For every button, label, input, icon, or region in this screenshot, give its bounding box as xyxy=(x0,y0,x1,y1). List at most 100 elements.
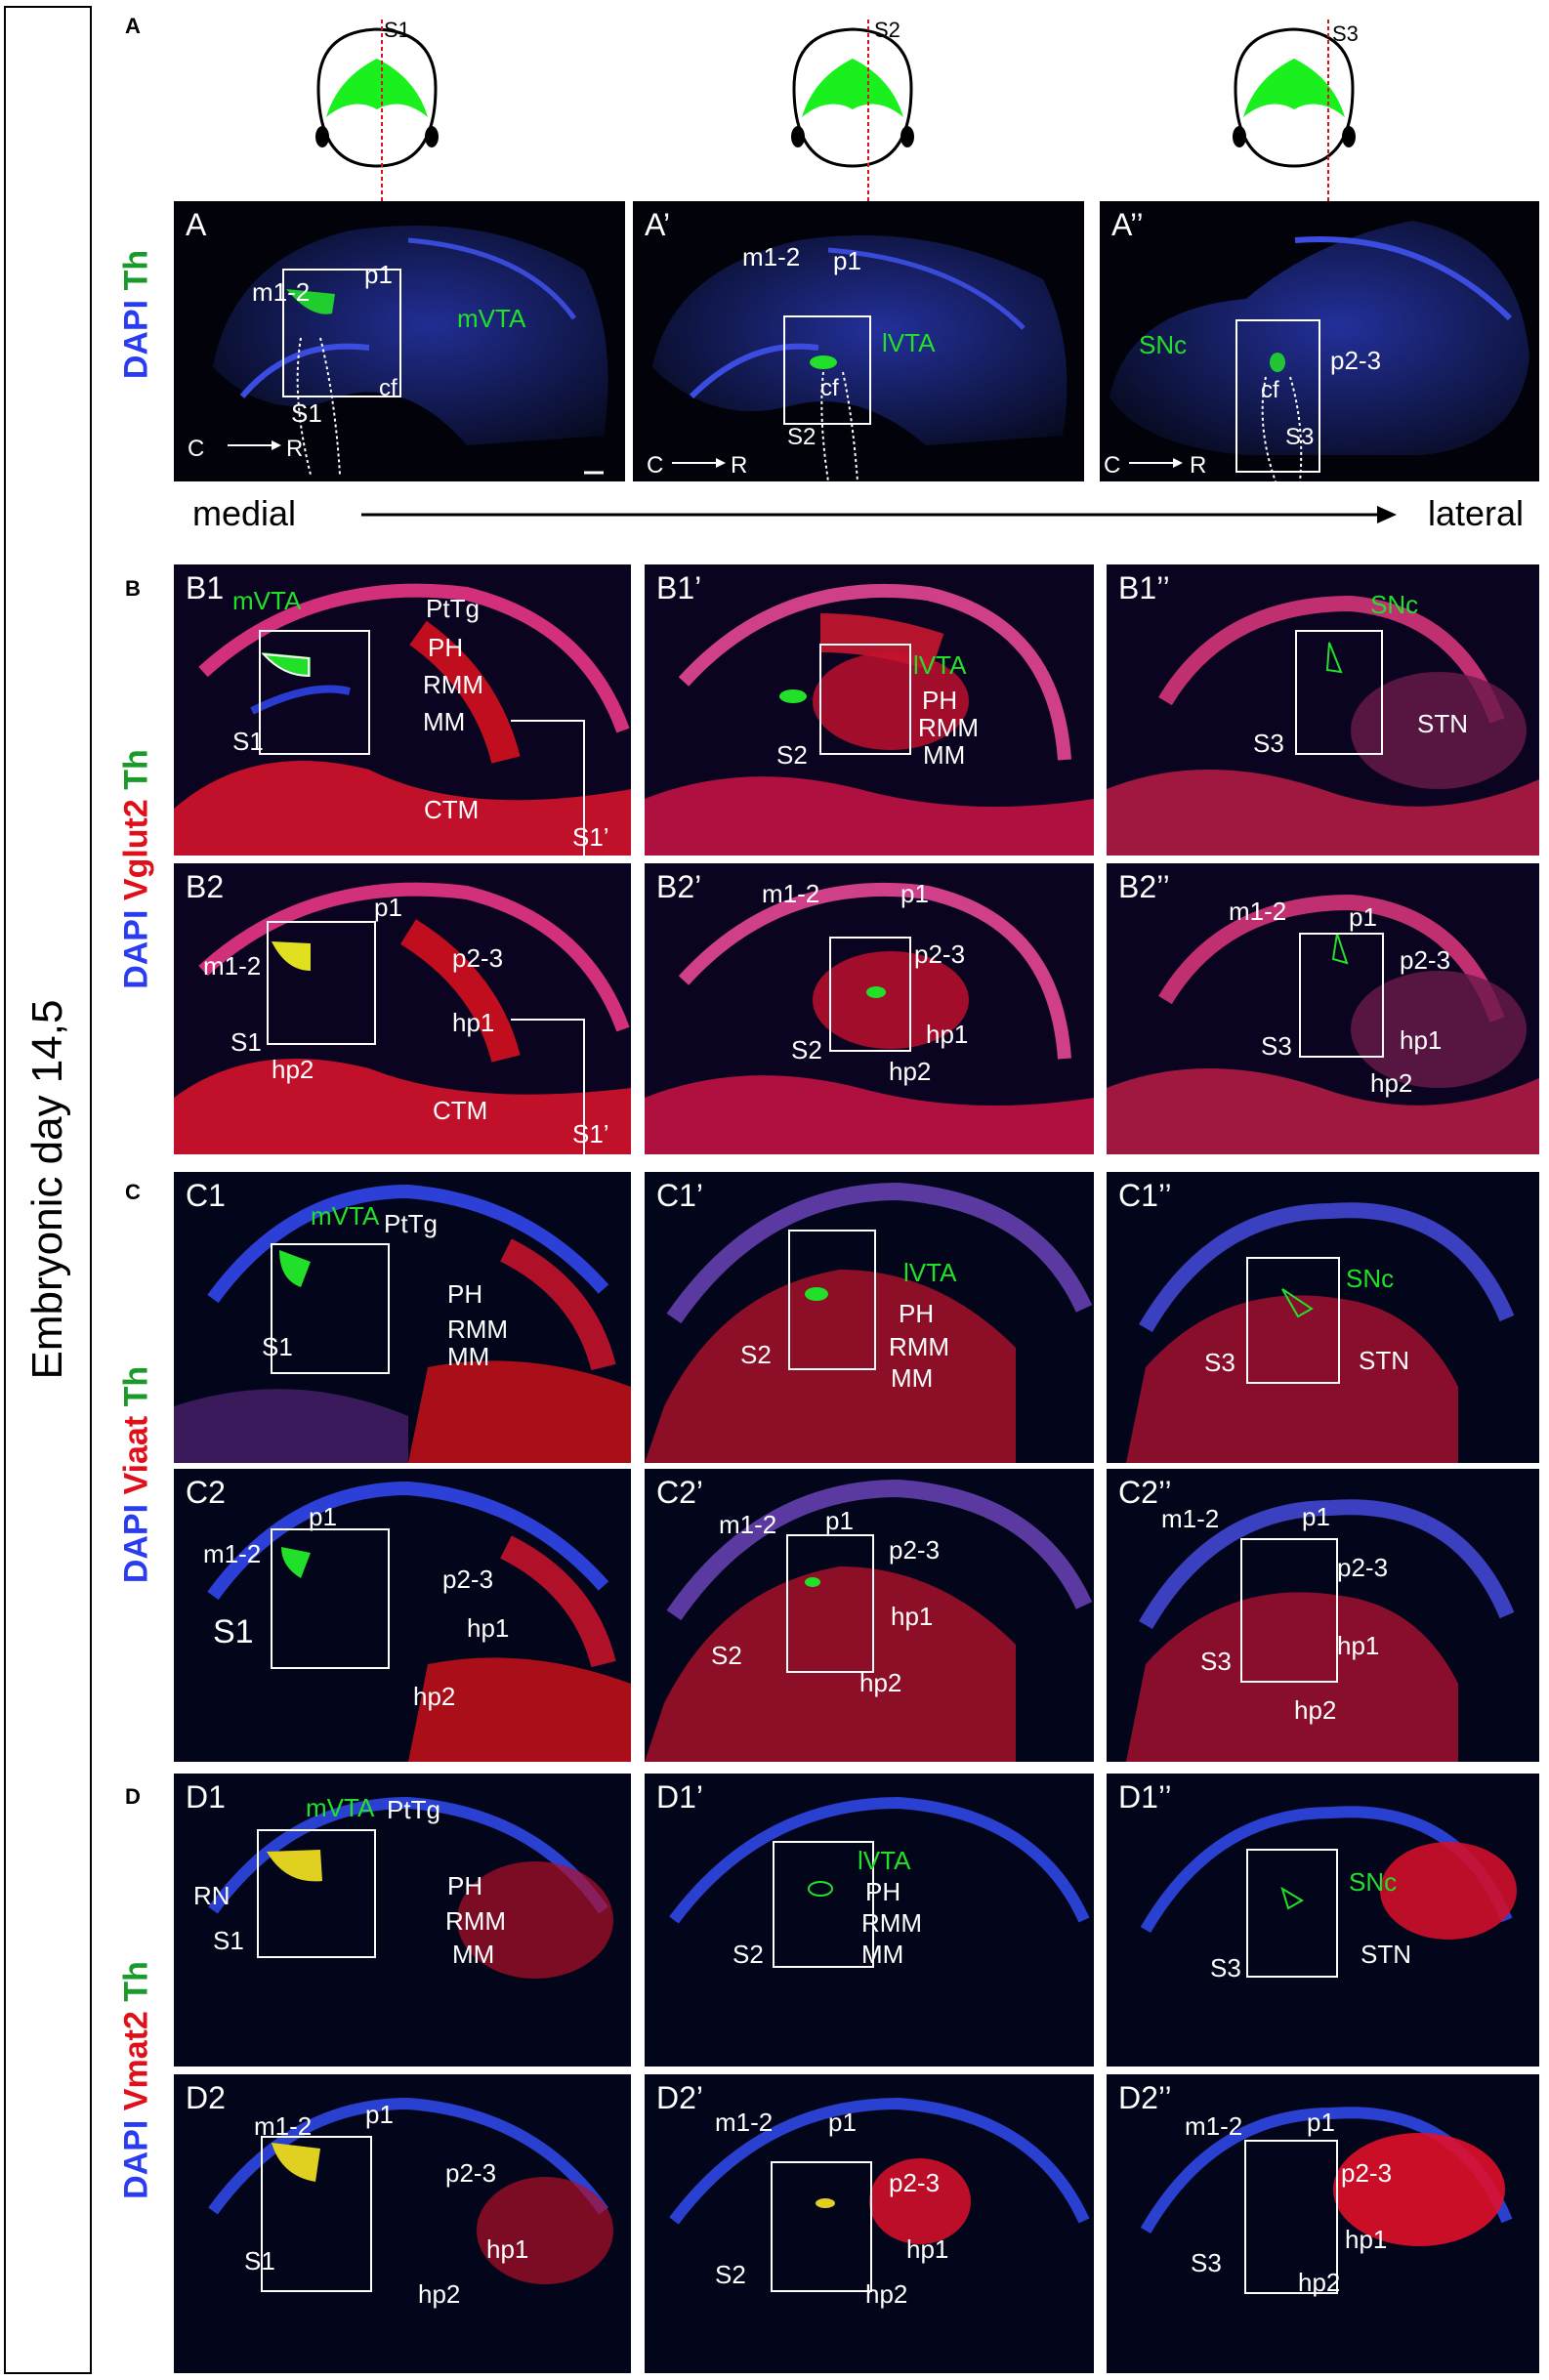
label-rmm: RMM xyxy=(889,1332,950,1361)
label-snc: SNc xyxy=(1349,1867,1398,1897)
panel-d1: D1 mVTA PtTg RN PH RMM S1 MM xyxy=(174,1774,631,2067)
stain-dapi: DAPI xyxy=(117,1503,155,1584)
label-hp1: hp1 xyxy=(467,1613,510,1643)
label-m1-2: m1-2 xyxy=(203,951,262,981)
panel-label: D2 xyxy=(186,2080,226,2115)
label-slice: S2 xyxy=(715,2260,746,2289)
label-m1-2: m1-2 xyxy=(719,1510,777,1539)
label-caudal: C xyxy=(647,452,664,479)
panel-label: B1’’ xyxy=(1118,570,1170,605)
label-hp2: hp2 xyxy=(889,1057,932,1086)
label-hp1: hp1 xyxy=(891,1602,934,1631)
label-ph: PH xyxy=(865,1877,901,1906)
label-snc: SNc xyxy=(1139,330,1188,359)
label-rostral: R xyxy=(286,436,304,462)
panel-a: A m1-2 p1 mVTA S1 cf C R xyxy=(174,201,625,481)
label-p2-3: p2-3 xyxy=(1341,2158,1393,2188)
label-mvta: mVTA xyxy=(306,1793,375,1822)
label-slice: S1 xyxy=(291,398,322,428)
label-hp1: hp1 xyxy=(1400,1025,1443,1055)
label-rmm: RMM xyxy=(918,713,980,742)
stain-dapi: DAPI xyxy=(117,2119,155,2199)
label-p1: p1 xyxy=(364,260,393,289)
label-mvta: mVTA xyxy=(457,304,526,333)
label-s1-prime: S1’ xyxy=(572,822,609,852)
head-slice-label: S2 xyxy=(874,18,900,42)
label-hp2: hp2 xyxy=(418,2279,461,2309)
label-rmm: RMM xyxy=(861,1908,923,1938)
label-m1-2: m1-2 xyxy=(254,2111,313,2141)
label-p1: p1 xyxy=(833,246,861,275)
panel-b1: B1 mVTA PtTg PH RMM MM S1 CTM S1’ xyxy=(174,564,631,856)
label-hp2: hp2 xyxy=(1294,1695,1337,1725)
label-mm: MM xyxy=(923,740,966,770)
label-snc: SNc xyxy=(1370,590,1419,619)
stain-th: Th xyxy=(117,1365,155,1407)
label-p2-3: p2-3 xyxy=(442,1565,494,1594)
label-hp2: hp2 xyxy=(1298,2268,1341,2297)
label-m1-2: m1-2 xyxy=(762,879,820,908)
label-slice: S3 xyxy=(1210,1953,1241,1983)
panel-label: B2 xyxy=(186,869,225,904)
panel-c1: C1 mVTA PtTg PH RMM MM S1 xyxy=(174,1172,631,1463)
panel-d2-double-prime: D2’’ m1-2 p1 p2-3 hp1 S3 hp2 xyxy=(1107,2074,1539,2373)
label-hp2: hp2 xyxy=(865,2279,908,2309)
panel-c2-double-prime: C2’’ m1-2 p1 p2-3 hp1 S3 hp2 xyxy=(1107,1469,1539,1762)
label-mm: MM xyxy=(891,1363,934,1393)
label-stn: STN xyxy=(1361,1940,1411,1969)
panel-b1-prime: B1’ lVTA PH RMM MM S2 xyxy=(645,564,1094,856)
label-cf: cf xyxy=(1261,377,1279,403)
label-ph: PH xyxy=(899,1299,935,1328)
stain-th: Th xyxy=(117,749,155,790)
label-mm: MM xyxy=(447,1342,490,1371)
label-p2-3: p2-3 xyxy=(889,1535,941,1565)
panel-b2-prime: B2’ m1-2 p1 p2-3 hp1 S2 hp2 xyxy=(645,863,1094,1154)
section-a-label: A xyxy=(125,14,141,38)
label-slice: S2 xyxy=(711,1641,742,1670)
panel-label: C2’’ xyxy=(1118,1475,1172,1510)
label-p1: p1 xyxy=(365,2100,394,2129)
panel-b2-double-prime: B2’’ m1-2 p1 p2-3 hp1 S3 hp2 xyxy=(1107,863,1539,1154)
label-p1: p1 xyxy=(309,1502,337,1531)
label-slice: S2 xyxy=(733,1940,764,1969)
label-slice: S2 xyxy=(776,740,808,770)
label-hp1: hp1 xyxy=(486,2234,529,2264)
label-hp2: hp2 xyxy=(1370,1068,1413,1098)
stain-label-d: DAPI Vmat2 Th xyxy=(118,1961,156,2199)
label-rmm: RMM xyxy=(423,670,484,699)
label-hp1: hp1 xyxy=(1345,2225,1388,2254)
panel-a-double-prime: A’’ SNc p2-3 cf S3 C R xyxy=(1100,201,1539,481)
axis-lateral: lateral xyxy=(1428,493,1525,533)
label-p1: p1 xyxy=(825,1506,854,1535)
label-slice: S1 xyxy=(213,1613,254,1650)
label-p1: p1 xyxy=(1302,1502,1330,1531)
stain-th: Th xyxy=(117,1961,155,2002)
panel-label: C1 xyxy=(186,1178,226,1213)
label-slice: S3 xyxy=(1253,729,1284,758)
panel-label: B2’’ xyxy=(1118,869,1170,904)
label-m1-2: m1-2 xyxy=(742,242,801,271)
label-stn: STN xyxy=(1359,1346,1409,1375)
label-slice: S1 xyxy=(262,1332,293,1361)
panel-d1-prime: D1’ lVTA PH RMM S2 MM xyxy=(645,1774,1094,2067)
label-m1-2: m1-2 xyxy=(203,1539,262,1568)
label-slice: S3 xyxy=(1200,1647,1232,1676)
label-m1-2: m1-2 xyxy=(715,2108,774,2137)
stain-dapi: DAPI xyxy=(117,299,155,380)
panel-label: D1’ xyxy=(656,1779,704,1815)
medial-lateral-arrow xyxy=(361,506,1397,523)
label-cf: cf xyxy=(820,375,839,401)
label-slice: S1 xyxy=(232,727,264,756)
panel-d2-prime: D2’ m1-2 p1 p2-3 hp1 S2 hp2 xyxy=(645,2074,1094,2373)
panel-label: D2’ xyxy=(656,2080,704,2115)
panel-c2-prime: C2’ m1-2 p1 p2-3 hp1 S2 hp2 xyxy=(645,1469,1094,1762)
label-mm: MM xyxy=(861,1940,904,1969)
label-pttg: PtTg xyxy=(384,1209,438,1238)
label-lvta: lVTA xyxy=(903,1258,957,1287)
label-slice: S1 xyxy=(244,2246,275,2276)
label-ph: PH xyxy=(447,1279,483,1309)
panel-label: C1’’ xyxy=(1118,1178,1172,1213)
label-lvta: lVTA xyxy=(882,328,936,357)
label-p1: p1 xyxy=(900,879,929,908)
label-slice: S2 xyxy=(791,1035,822,1065)
